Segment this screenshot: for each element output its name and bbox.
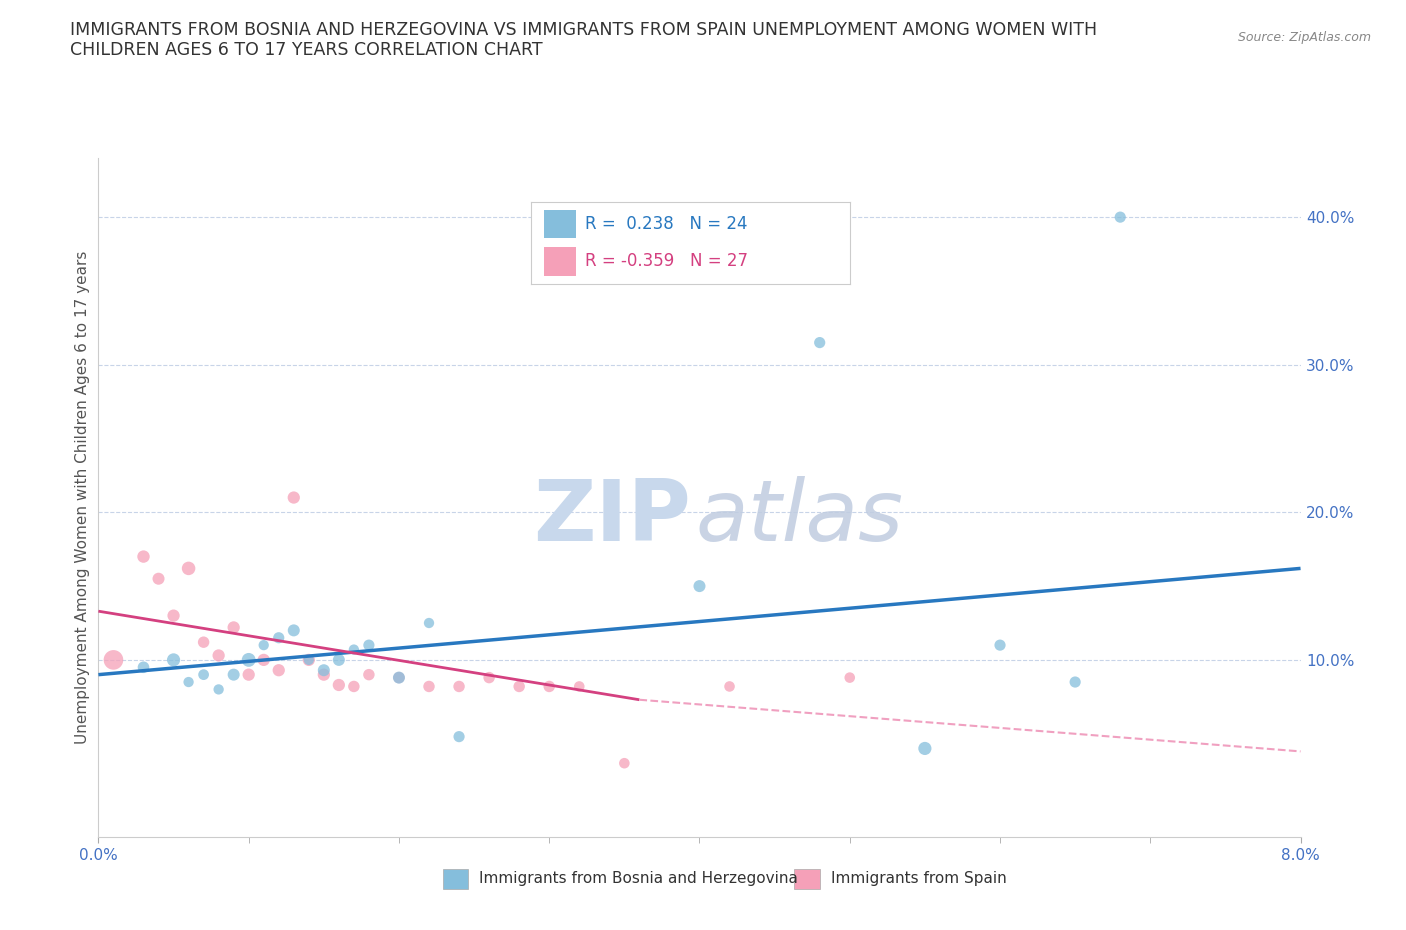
Bar — [544, 209, 576, 238]
Point — [312, 663, 335, 678]
Point — [508, 679, 530, 694]
Point — [328, 653, 350, 668]
Point — [357, 667, 380, 682]
Text: R =  0.238   N = 24: R = 0.238 N = 24 — [585, 215, 748, 233]
Text: IMMIGRANTS FROM BOSNIA AND HERZEGOVINA VS IMMIGRANTS FROM SPAIN UNEMPLOYMENT AMO: IMMIGRANTS FROM BOSNIA AND HERZEGOVINA V… — [70, 21, 1098, 39]
Text: ZIP: ZIP — [533, 476, 692, 560]
Text: Immigrants from Bosnia and Herzegovina: Immigrants from Bosnia and Herzegovina — [479, 871, 799, 886]
Point — [689, 578, 711, 593]
Point — [447, 679, 470, 694]
Point — [267, 663, 290, 678]
Point — [222, 667, 245, 682]
Point — [418, 679, 440, 694]
Text: R = -0.359   N = 27: R = -0.359 N = 27 — [585, 252, 748, 270]
Point — [388, 671, 411, 685]
Point — [253, 653, 276, 668]
Point — [208, 648, 231, 663]
Point — [838, 671, 860, 685]
Point — [238, 667, 260, 682]
Point — [914, 741, 936, 756]
Point — [193, 667, 215, 682]
Point — [343, 642, 366, 657]
Point — [222, 620, 245, 635]
Point — [478, 671, 501, 685]
Point — [103, 653, 125, 668]
Point — [357, 638, 380, 653]
Point — [283, 490, 305, 505]
Point — [328, 678, 350, 693]
Point — [162, 653, 184, 668]
Point — [298, 653, 321, 668]
Point — [177, 561, 200, 576]
Point — [132, 549, 155, 564]
Point — [718, 679, 741, 694]
Point — [283, 623, 305, 638]
Point — [193, 635, 215, 650]
Point — [298, 653, 321, 668]
Text: Immigrants from Spain: Immigrants from Spain — [831, 871, 1007, 886]
Point — [447, 729, 470, 744]
Text: atlas: atlas — [696, 476, 904, 560]
Point — [1109, 209, 1132, 224]
Point — [568, 679, 591, 694]
Text: Source: ZipAtlas.com: Source: ZipAtlas.com — [1237, 31, 1371, 44]
Point — [148, 571, 170, 586]
Point — [177, 674, 200, 689]
Point — [418, 616, 440, 631]
Point — [388, 671, 411, 685]
Point — [238, 653, 260, 668]
Y-axis label: Unemployment Among Women with Children Ages 6 to 17 years: Unemployment Among Women with Children A… — [75, 251, 90, 744]
Point — [312, 667, 335, 682]
Point — [162, 608, 184, 623]
Point — [988, 638, 1011, 653]
Point — [1064, 674, 1087, 689]
Point — [613, 756, 636, 771]
Text: CHILDREN AGES 6 TO 17 YEARS CORRELATION CHART: CHILDREN AGES 6 TO 17 YEARS CORRELATION … — [70, 41, 543, 59]
Point — [343, 679, 366, 694]
Bar — [544, 247, 576, 275]
Point — [253, 638, 276, 653]
Point — [538, 679, 561, 694]
Point — [267, 631, 290, 645]
Point — [208, 682, 231, 697]
Point — [808, 335, 831, 350]
Point — [132, 660, 155, 675]
